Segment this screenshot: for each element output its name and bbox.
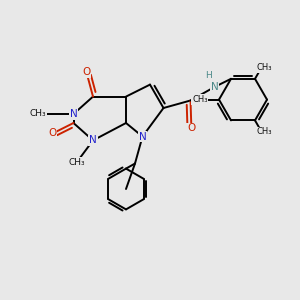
Text: CH₃: CH₃	[257, 127, 272, 136]
Text: N: N	[70, 109, 77, 119]
Text: N: N	[139, 131, 146, 142]
Text: CH₃: CH₃	[257, 63, 272, 72]
Text: CH₃: CH₃	[192, 95, 208, 104]
Text: N: N	[211, 82, 218, 92]
Text: H: H	[205, 71, 212, 80]
Text: O: O	[187, 123, 196, 134]
Text: CH₃: CH₃	[68, 158, 85, 167]
Text: CH₃: CH₃	[30, 110, 46, 118]
Text: O: O	[48, 128, 57, 139]
Text: N: N	[89, 135, 97, 146]
Text: O: O	[82, 67, 91, 77]
